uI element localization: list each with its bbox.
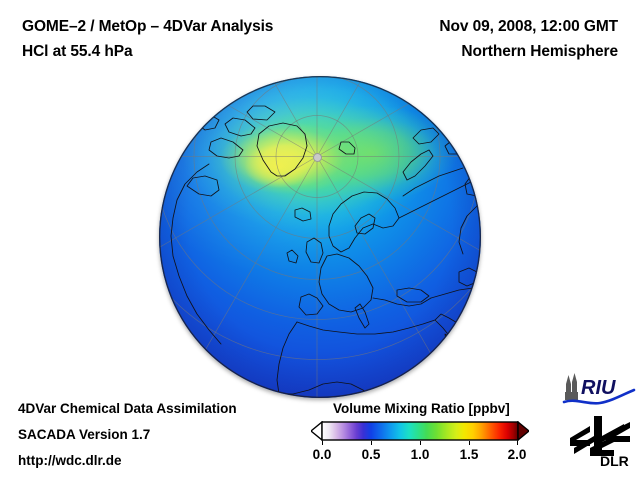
hemisphere-label: Northern Hemisphere <box>461 43 618 60</box>
globe-map <box>159 76 481 398</box>
riu-wave-icon <box>562 388 636 405</box>
riu-wordmark: RIU <box>581 377 616 399</box>
colorbar-gradient <box>321 421 519 441</box>
colorbar-tick-2: 1.0 <box>410 447 430 462</box>
riu-spires-icon <box>565 373 578 400</box>
colorbar-tick-1: 0.5 <box>361 447 381 462</box>
globe-outline <box>159 76 481 398</box>
footer-link-wdc[interactable]: http://wdc.dlr.de <box>18 453 122 468</box>
page-subtitle: HCl at 55.4 hPa <box>22 43 133 60</box>
riu-logo: RIU <box>562 373 636 405</box>
dlr-logo: DLR <box>570 416 630 468</box>
dlr-wordmark: DLR <box>600 453 629 468</box>
colorbar-extend-min <box>311 421 323 441</box>
page-title: GOME–2 / MetOp – 4DVar Analysis <box>22 18 274 35</box>
footer-line-version: SACADA Version 1.7 <box>18 427 151 442</box>
colorbar-tick-3: 1.5 <box>459 447 479 462</box>
footer-line-assimilation: 4DVar Chemical Data Assimilation <box>18 401 237 416</box>
colorbar-ticks <box>311 441 529 446</box>
colorbar-title: Volume Mixing Ratio [ppbv] <box>333 401 510 416</box>
dlr-pinwheel-icon <box>570 416 630 456</box>
colorbar-tick-0: 0.0 <box>312 447 332 462</box>
timestamp-label: Nov 09, 2008, 12:00 GMT <box>439 18 618 35</box>
colorbar-tick-4: 2.0 <box>507 447 527 462</box>
colorbar-extend-max <box>517 421 529 441</box>
colorbar <box>311 421 529 441</box>
colorbar-tick-labels: 0.0 0.5 1.0 1.5 2.0 <box>300 447 540 465</box>
